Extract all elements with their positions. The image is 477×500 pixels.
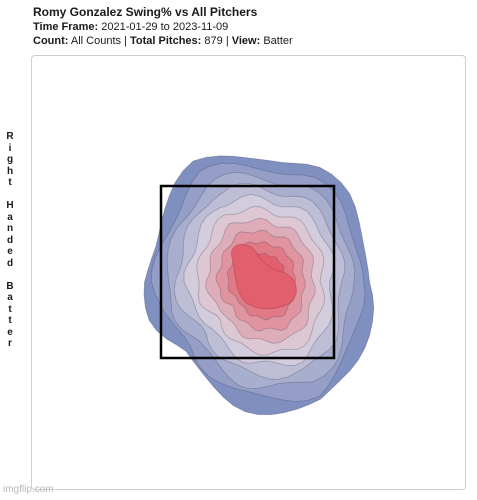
timeframe-label: Time Frame: [33,21,99,33]
view-value: Batter [263,35,293,47]
timeframe-value: 2021-01-29 to 2023-11-09 [101,21,229,33]
timeframe-line: Time Frame: 2021-01-29 to 2023-11-09 [33,20,473,34]
count-value: All Counts [70,35,122,47]
separator-2: | [225,35,229,47]
contour-peak [231,244,297,310]
chart-header: Romy Gonzalez Swing% vs All Pitchers Tim… [33,5,473,48]
strike-zone [159,184,336,360]
chart-title: Romy Gonzalez Swing% vs All Pitchers [33,5,258,19]
count-label: Count: [33,35,69,47]
separator-1: | [124,35,127,47]
total-pitches-value: 879 [204,35,223,47]
view-label: View: [231,35,261,47]
total-pitches-label: Total Pitches: [130,35,202,47]
watermark: imgflip.com [3,484,54,495]
info-line: Count: All Counts | Total Pitches: 879 |… [33,34,473,48]
